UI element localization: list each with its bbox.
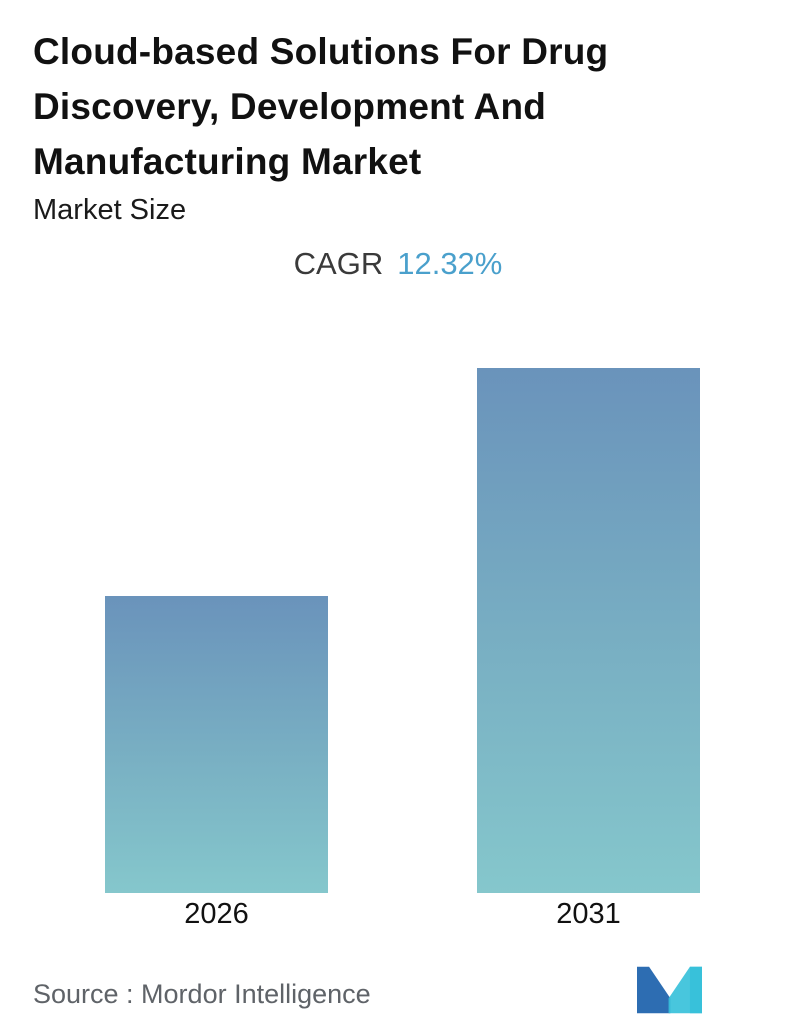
page-title-line-1: Cloud-based Solutions For Drug bbox=[33, 31, 609, 72]
x-axis-label-2031: 2031 bbox=[556, 898, 621, 930]
x-axis-label-2026: 2026 bbox=[184, 898, 249, 930]
bar-2031 bbox=[477, 368, 700, 893]
source-attribution: Source : Mordor Intelligence bbox=[33, 979, 371, 1009]
cagr-row: CAGR 12.32% bbox=[0, 246, 796, 282]
mordor-intelligence-logo bbox=[637, 966, 702, 1014]
bar-2026 bbox=[105, 596, 328, 893]
page-title-line-3: Manufacturing Market bbox=[33, 141, 422, 182]
cagr-value: 12.32% bbox=[397, 246, 503, 281]
cagr-label: CAGR bbox=[293, 246, 384, 281]
page-title: Cloud-based Solutions For Drug Discovery… bbox=[33, 24, 733, 189]
bar-chart bbox=[0, 368, 796, 893]
page-title-line-2: Discovery, Development And bbox=[33, 86, 547, 127]
chart-subtitle: Market Size bbox=[33, 194, 187, 226]
